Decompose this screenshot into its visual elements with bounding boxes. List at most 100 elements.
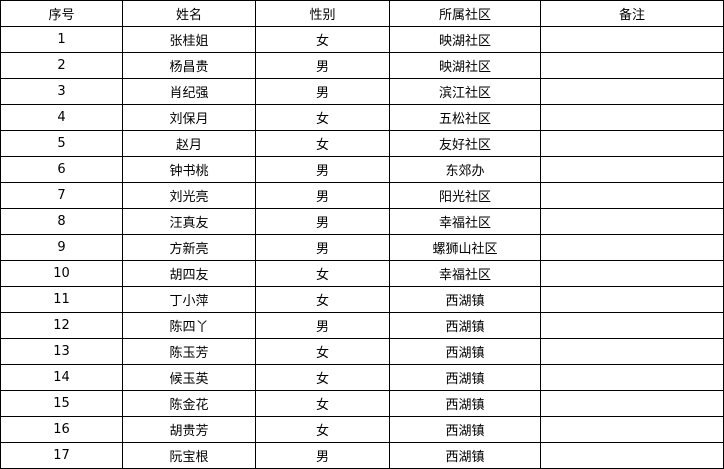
cell-col-index: 4 bbox=[0, 104, 123, 131]
cell-col-index: 8 bbox=[0, 208, 123, 235]
cell-col-index: 10 bbox=[0, 260, 123, 287]
cell-col-index: 12 bbox=[0, 312, 123, 339]
cell-col-gender: 女 bbox=[255, 286, 390, 313]
cell-col-name: 陈金花 bbox=[122, 390, 256, 417]
cell-col-gender: 女 bbox=[255, 416, 390, 443]
cell-col-remark bbox=[540, 234, 724, 261]
cell-col-community: 西湖镇 bbox=[389, 390, 541, 417]
cell-col-remark bbox=[540, 26, 724, 53]
cell-col-gender: 男 bbox=[255, 234, 390, 261]
cell-col-name: 胡贵芳 bbox=[122, 416, 256, 443]
cell-col-remark bbox=[540, 208, 724, 235]
cell-col-index: 15 bbox=[0, 390, 123, 417]
cell-col-name: 胡四友 bbox=[122, 260, 256, 287]
cell-col-index: 2 bbox=[0, 52, 123, 79]
table-row: 11 丁小萍女西湖镇 bbox=[0, 286, 724, 313]
cell-col-remark bbox=[540, 104, 724, 131]
cell-col-remark bbox=[540, 390, 724, 417]
cell-col-gender: 男 bbox=[255, 182, 390, 209]
cell-col-name: 陈四丫 bbox=[122, 312, 256, 339]
cell-col-remark bbox=[540, 442, 724, 469]
table-row: 15 陈金花女西湖镇 bbox=[0, 390, 724, 417]
cell-col-gender: 男 bbox=[255, 442, 390, 469]
cell-col-name: 杨昌贵 bbox=[122, 52, 256, 79]
cell-col-community: 西湖镇 bbox=[389, 286, 541, 313]
cell-col-index: 6 bbox=[0, 156, 123, 183]
cell-col-gender: 女 bbox=[255, 130, 390, 157]
cell-col-community: 幸福社区 bbox=[389, 260, 541, 287]
cell-col-community: 五松社区 bbox=[389, 104, 541, 131]
cell-col-remark bbox=[540, 260, 724, 287]
cell-col-community: 阳光社区 bbox=[389, 182, 541, 209]
cell-col-community: 映湖社区 bbox=[389, 26, 541, 53]
table-row: 17 阮宝根男西湖镇 bbox=[0, 442, 724, 469]
cell-col-community: 螺狮山社区 bbox=[389, 234, 541, 261]
header-col-remark: 备注 bbox=[540, 0, 724, 27]
cell-col-index: 5 bbox=[0, 130, 123, 157]
cell-col-name: 候玉英 bbox=[122, 364, 256, 391]
cell-col-remark bbox=[540, 416, 724, 443]
cell-col-community: 西湖镇 bbox=[389, 416, 541, 443]
cell-col-name: 张桂姐 bbox=[122, 26, 256, 53]
cell-col-name: 肖纪强 bbox=[122, 78, 256, 105]
cell-col-community: 映湖社区 bbox=[389, 52, 541, 79]
cell-col-remark bbox=[540, 130, 724, 157]
cell-col-remark bbox=[540, 364, 724, 391]
cell-col-gender: 男 bbox=[255, 156, 390, 183]
cell-col-community: 西湖镇 bbox=[389, 338, 541, 365]
cell-col-community: 西湖镇 bbox=[389, 442, 541, 469]
cell-col-gender: 女 bbox=[255, 390, 390, 417]
cell-col-remark bbox=[540, 286, 724, 313]
cell-col-index: 13 bbox=[0, 338, 123, 365]
cell-col-remark bbox=[540, 78, 724, 105]
cell-col-index: 9 bbox=[0, 234, 123, 261]
cell-col-name: 阮宝根 bbox=[122, 442, 256, 469]
cell-col-community: 滨江社区 bbox=[389, 78, 541, 105]
table-row: 16 胡贵芳女西湖镇 bbox=[0, 416, 724, 443]
table-row: 8 汪真友男幸福社区 bbox=[0, 208, 724, 235]
cell-col-index: 16 bbox=[0, 416, 123, 443]
table-row: 9 方新亮男螺狮山社区 bbox=[0, 234, 724, 261]
table-row: 6 钟书桃男东郊办 bbox=[0, 156, 724, 183]
cell-col-name: 钟书桃 bbox=[122, 156, 256, 183]
header-col-community: 所属社区 bbox=[389, 0, 541, 27]
header-col-gender: 性别 bbox=[255, 0, 390, 27]
cell-col-community: 东郊办 bbox=[389, 156, 541, 183]
cell-col-name: 丁小萍 bbox=[122, 286, 256, 313]
table-row: 3 肖纪强男滨江社区 bbox=[0, 78, 724, 105]
cell-col-gender: 女 bbox=[255, 104, 390, 131]
cell-col-remark bbox=[540, 156, 724, 183]
cell-col-index: 14 bbox=[0, 364, 123, 391]
cell-col-community: 西湖镇 bbox=[389, 364, 541, 391]
cell-col-gender: 女 bbox=[255, 26, 390, 53]
table-row: 2 杨昌贵男映湖社区 bbox=[0, 52, 724, 79]
cell-col-index: 3 bbox=[0, 78, 123, 105]
cell-col-gender: 女 bbox=[255, 364, 390, 391]
table-row: 12 陈四丫男西湖镇 bbox=[0, 312, 724, 339]
table-row: 14 候玉英女西湖镇 bbox=[0, 364, 724, 391]
cell-col-gender: 女 bbox=[255, 260, 390, 287]
table-row: 13 陈玉芳女西湖镇 bbox=[0, 338, 724, 365]
cell-col-name: 刘光亮 bbox=[122, 182, 256, 209]
table-row: 10 胡四友女幸福社区 bbox=[0, 260, 724, 287]
cell-col-remark bbox=[540, 52, 724, 79]
cell-col-community: 友好社区 bbox=[389, 130, 541, 157]
cell-col-name: 陈玉芳 bbox=[122, 338, 256, 365]
table-row: 5 赵月女友好社区 bbox=[0, 130, 724, 157]
table-row: 1 张桂姐女映湖社区 bbox=[0, 26, 724, 53]
cell-col-community: 西湖镇 bbox=[389, 312, 541, 339]
cell-col-index: 1 bbox=[0, 26, 123, 53]
cell-col-remark bbox=[540, 338, 724, 365]
cell-col-remark bbox=[540, 182, 724, 209]
cell-col-gender: 男 bbox=[255, 78, 390, 105]
cell-col-community: 幸福社区 bbox=[389, 208, 541, 235]
cell-col-index: 7 bbox=[0, 182, 123, 209]
cell-col-gender: 男 bbox=[255, 208, 390, 235]
header-col-name: 姓名 bbox=[122, 0, 256, 27]
table-row: 4 刘保月女五松社区 bbox=[0, 104, 724, 131]
header-col-index: 序号 bbox=[0, 0, 123, 27]
cell-col-remark bbox=[540, 312, 724, 339]
cell-col-gender: 男 bbox=[255, 312, 390, 339]
cell-col-name: 赵月 bbox=[122, 130, 256, 157]
